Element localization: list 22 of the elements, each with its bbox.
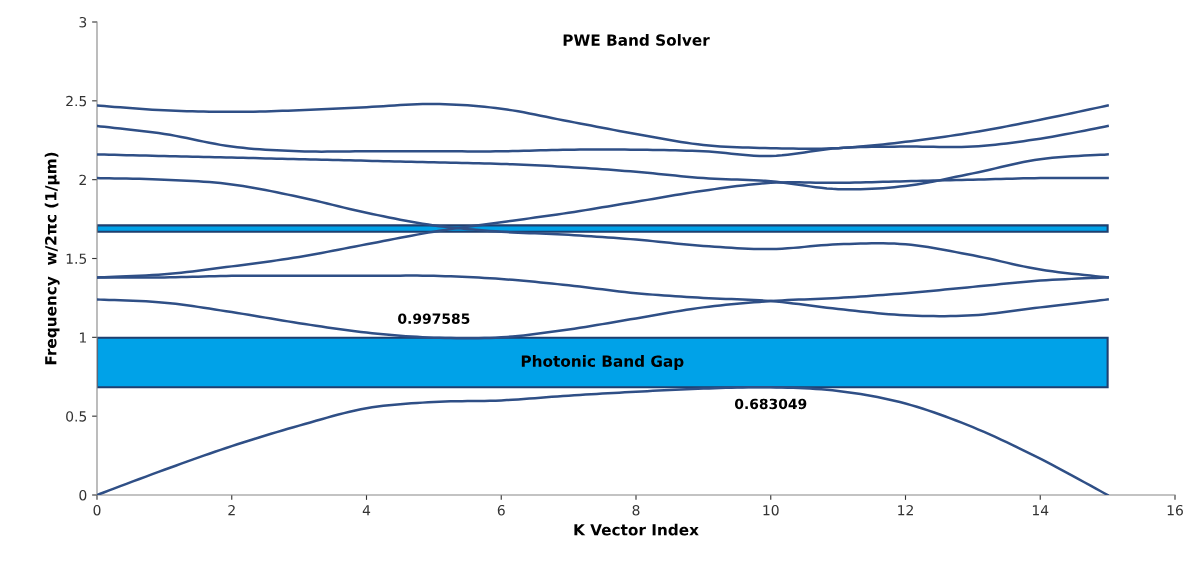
y-tick-label: 3 <box>79 16 87 28</box>
x-tick-label: 2 <box>228 504 235 516</box>
y-tick-label: 2.5 <box>66 95 87 107</box>
x-tick-label: 14 <box>1032 505 1049 516</box>
annotation: 0.997585 <box>398 313 470 324</box>
x-tick-label: 6 <box>497 504 505 516</box>
x-tick-label: 16 <box>1167 504 1183 516</box>
y-tick-label: 1 <box>79 332 86 343</box>
x-tick-label: 8 <box>632 504 640 516</box>
x-tick-label: 12 <box>898 504 913 516</box>
y-tick-label: 0.5 <box>66 411 87 422</box>
y-tick-label: 2 <box>79 174 86 185</box>
x-tick-label: 0 <box>93 504 101 516</box>
x-tick-label: 10 <box>763 504 779 516</box>
y-tick-label: 1.5 <box>66 253 87 264</box>
x-axis-title: K Vector Index <box>574 523 699 536</box>
x-tick-label: 4 <box>362 505 371 516</box>
band-label: Photonic Band Gap <box>521 355 684 370</box>
text: PWE Band Solver <box>563 34 710 46</box>
y-tick-label: 0 <box>79 489 87 501</box>
annotation: 0.683049 <box>734 398 807 410</box>
y-axis-title: Frequency w/2πc (1/µm) <box>44 152 60 365</box>
